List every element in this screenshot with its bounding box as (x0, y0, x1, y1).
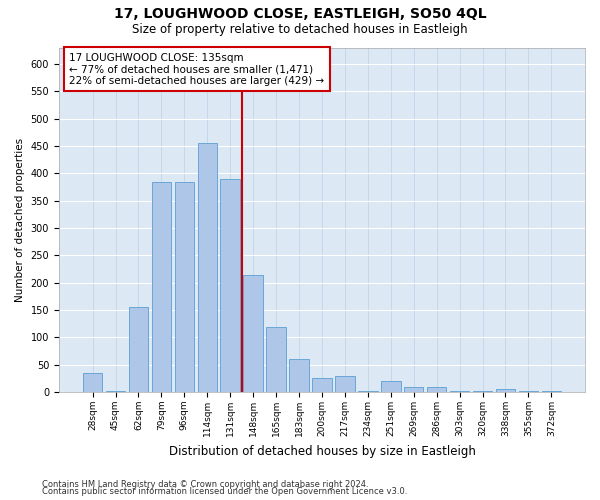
Text: 17, LOUGHWOOD CLOSE, EASTLEIGH, SO50 4QL: 17, LOUGHWOOD CLOSE, EASTLEIGH, SO50 4QL (113, 8, 487, 22)
Bar (197, 143, 217, 392)
Bar (312, 378, 332, 392)
Bar (106, 391, 125, 392)
Bar (427, 386, 446, 392)
Bar (450, 391, 469, 392)
Bar (128, 308, 148, 392)
Bar (152, 182, 171, 392)
Bar (542, 391, 561, 392)
Bar (473, 391, 492, 392)
Bar (358, 391, 377, 392)
Bar (496, 390, 515, 392)
Bar (335, 376, 355, 392)
Y-axis label: Number of detached properties: Number of detached properties (15, 138, 25, 302)
Bar (220, 179, 240, 392)
Bar (83, 373, 103, 392)
Bar (175, 182, 194, 392)
Bar (289, 360, 309, 392)
Bar (381, 381, 401, 392)
Bar (518, 391, 538, 392)
Text: Contains HM Land Registry data © Crown copyright and database right 2024.: Contains HM Land Registry data © Crown c… (42, 480, 368, 489)
Bar (266, 326, 286, 392)
Bar (404, 386, 424, 392)
Bar (244, 274, 263, 392)
X-axis label: Distribution of detached houses by size in Eastleigh: Distribution of detached houses by size … (169, 444, 475, 458)
Text: Size of property relative to detached houses in Eastleigh: Size of property relative to detached ho… (132, 22, 468, 36)
Text: Contains public sector information licensed under the Open Government Licence v3: Contains public sector information licen… (42, 487, 407, 496)
Text: 17 LOUGHWOOD CLOSE: 135sqm
← 77% of detached houses are smaller (1,471)
22% of s: 17 LOUGHWOOD CLOSE: 135sqm ← 77% of deta… (70, 52, 325, 86)
